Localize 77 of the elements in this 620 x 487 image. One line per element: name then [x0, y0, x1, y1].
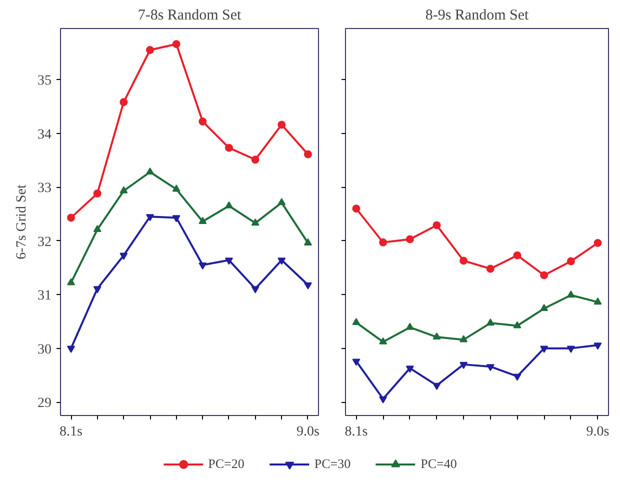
point [486, 318, 494, 326]
x-tick-label: 9.0s [586, 424, 610, 440]
point [566, 290, 575, 298]
point [540, 346, 548, 353]
chart-title: 7-8s Random Set [138, 8, 242, 24]
x-tick-label: 9.0s [296, 424, 320, 440]
point [352, 318, 360, 326]
point [486, 264, 494, 273]
legend-label: PC=20 [208, 456, 244, 472]
point [172, 215, 180, 222]
point [172, 40, 180, 48]
point [146, 46, 154, 54]
point [513, 321, 522, 328]
point [540, 304, 548, 312]
point [460, 256, 468, 265]
point [198, 117, 207, 126]
y-tick-label: 33 [38, 181, 52, 196]
point [67, 346, 76, 353]
point [460, 335, 468, 342]
point [352, 358, 360, 366]
point [67, 214, 76, 222]
y-tick-label: 31 [38, 288, 52, 304]
point [278, 120, 286, 129]
point [566, 257, 575, 266]
point [251, 156, 260, 164]
y-tick-label: 32 [38, 234, 52, 250]
point [379, 396, 388, 404]
point [406, 366, 414, 373]
point [120, 98, 128, 106]
point [432, 382, 441, 390]
point [224, 258, 233, 265]
point [594, 298, 602, 305]
point [93, 190, 102, 198]
point [379, 238, 388, 246]
legend-label: PC=30 [314, 456, 351, 472]
point [594, 342, 602, 350]
point [67, 278, 76, 286]
point [304, 282, 312, 290]
y-tick-label: 35 [38, 74, 52, 89]
point [406, 322, 414, 330]
point [251, 218, 260, 226]
chart-title: 8-9s Random Set [425, 8, 530, 24]
point [594, 238, 602, 247]
point [460, 362, 468, 369]
x-tick-label: 8.1s [60, 424, 83, 440]
point [304, 238, 312, 246]
point [379, 337, 388, 344]
point [224, 201, 233, 208]
point [198, 216, 207, 224]
point [251, 286, 260, 294]
point [120, 252, 128, 260]
point [352, 204, 360, 213]
point [540, 271, 548, 280]
y-tick-label: 34 [38, 127, 52, 142]
legend-label: PC=40 [420, 456, 457, 472]
point [278, 198, 286, 206]
point [146, 167, 154, 175]
point [93, 224, 102, 232]
point [486, 364, 494, 372]
point [120, 186, 128, 194]
point [432, 221, 441, 230]
point [513, 251, 522, 260]
point [432, 332, 441, 340]
point [566, 346, 575, 353]
point [93, 286, 102, 294]
point [198, 262, 207, 270]
y-tick-label: 29 [38, 396, 52, 412]
point [406, 235, 414, 244]
point [304, 150, 312, 158]
point [278, 258, 286, 265]
point [146, 214, 154, 222]
x-tick-label: 8.1s [344, 424, 368, 440]
point [224, 144, 233, 152]
point [513, 374, 522, 381]
y-axis-title: 6-7s Grid Set [14, 184, 30, 260]
y-tick-label: 30 [38, 342, 52, 358]
point [172, 184, 180, 192]
